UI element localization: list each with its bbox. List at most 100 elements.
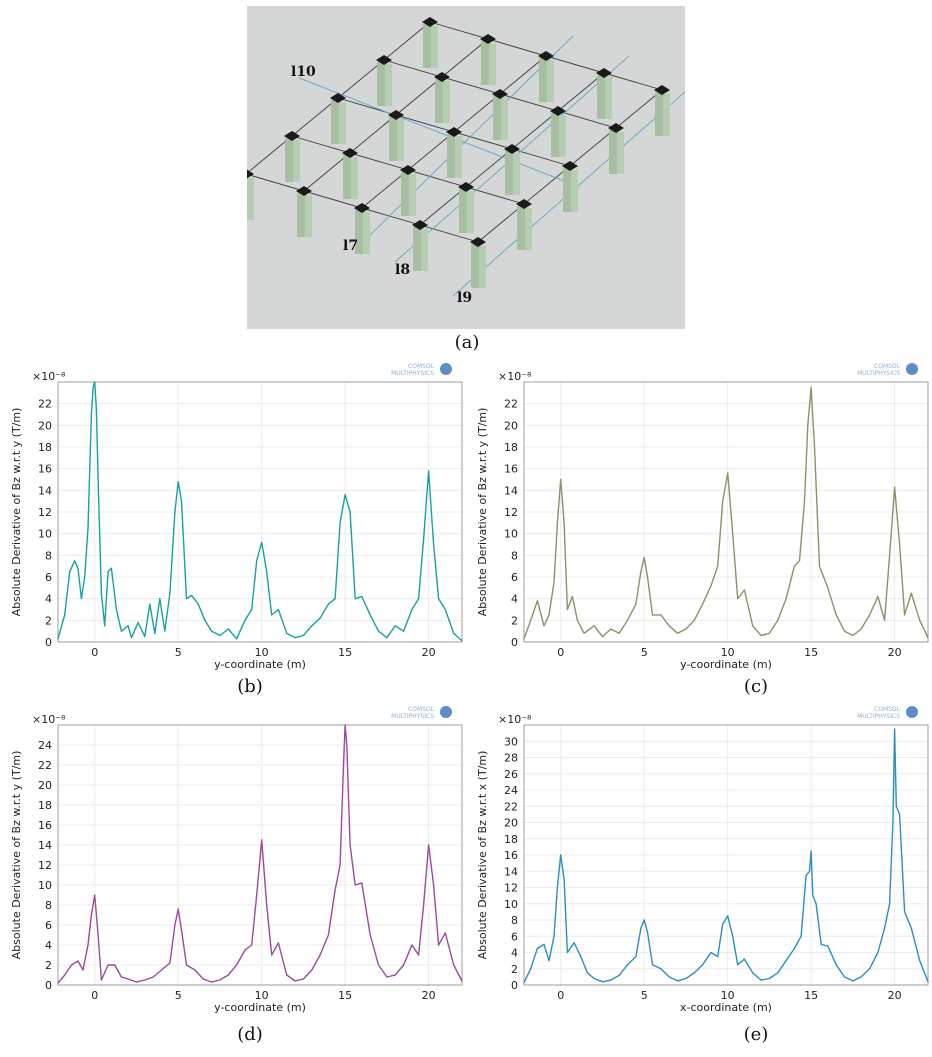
data-point [760,634,762,637]
x-tick-label: 5 [175,646,182,659]
logo-line-1: COMSOL [874,363,901,370]
data-point [563,522,565,524]
y-tick-label: 20 [504,817,518,830]
data-point [732,533,734,535]
data-point [610,628,612,630]
logo-globe-icon [906,363,918,375]
data-point [294,980,296,982]
data-point [586,972,589,974]
data-point [910,592,912,594]
column-face-left [539,58,547,102]
gridlines [524,725,928,986]
data-point [752,972,754,974]
column-cap [492,89,508,99]
column-face-right [479,246,486,288]
x-tick-labels: 0 5 10 15 20 [91,646,435,659]
data-point [732,935,734,937]
data-point [548,960,550,962]
data-point [593,977,595,980]
data-point [444,932,446,934]
data-point [785,960,787,962]
data-point [428,470,430,472]
x-tick-label: 5 [175,989,182,1002]
column-face-left [655,92,663,136]
data-point [261,839,263,841]
data-point [302,634,305,637]
data-point [344,494,346,496]
column-cap [412,220,428,230]
data-point [710,951,712,954]
column-face-right [351,157,358,199]
y-tick-label: 24 [504,784,518,797]
data-point [346,744,348,746]
column-face-left [413,227,421,271]
logo-line-2: MULTIPHYSICS [857,713,900,720]
column [538,51,554,102]
data-point [114,964,116,966]
data-point [236,638,238,640]
data-point [82,969,84,971]
data-point [294,637,296,639]
chart-svg: 0 2 4 6 8 10 12 14 16 18 20 22 0 5 10 15 20 ×10⁻⁸ y-coordi… [10,363,463,671]
x-tick-label: 10 [255,646,269,659]
data-point [244,619,246,621]
data-point [386,976,388,978]
data-point [194,969,196,971]
y-tick-label: 4 [45,593,52,606]
data-point [251,608,253,611]
data-point [461,980,463,982]
column-face-right [339,102,346,144]
data-point [722,923,724,925]
data-point [120,630,123,632]
data-point [852,634,854,637]
measurement-line [298,77,578,187]
column-cap [342,148,358,158]
data-point [646,576,649,578]
chart-c: 0 2 4 6 8 10 12 14 16 18 20 22 0 5 10 15 20 ×10⁻⁸ y-coordi… [466,360,932,672]
column-cap [596,68,612,78]
plot-frame [523,724,929,986]
column [376,55,392,106]
data-point [892,821,894,824]
data-point [277,608,279,611]
column-cap [284,131,300,141]
line-label: l9 [457,290,472,306]
line-label: l7 [343,238,358,254]
column-cap [538,51,554,61]
data-point [411,944,413,946]
data-point [319,954,321,956]
data-point [334,598,336,600]
data-point [164,630,166,632]
data-point [553,581,555,584]
data-point [807,424,809,426]
column [654,85,670,136]
y-axis-title: Absolute Derivative of Bz w.r.t y (T/m) [476,408,489,617]
column-cap [376,55,392,65]
column-face-left [355,210,363,254]
data-point [803,500,806,502]
y-tick-label: 2 [511,614,518,627]
y-tick-label: 0 [511,636,518,649]
data-point [227,628,229,630]
column-face-left [471,244,479,288]
column-cap [434,72,450,82]
data-point [69,570,71,573]
data-point [818,565,821,567]
x-axis-title: x-coordinate (m) [680,1001,772,1014]
column-face-right [525,208,532,250]
data-point [339,864,341,866]
data-point [97,934,99,936]
structure-diagram-svg: l10 l7 l8 l9 [238,6,688,329]
data-point [626,619,629,621]
y-tick-label: 22 [38,759,52,772]
column [492,89,508,140]
data-point [894,486,896,488]
data-point [95,408,97,410]
data-points [523,728,929,984]
data-point [174,511,176,513]
x-tick-label: 0 [91,646,98,659]
column [342,148,358,199]
